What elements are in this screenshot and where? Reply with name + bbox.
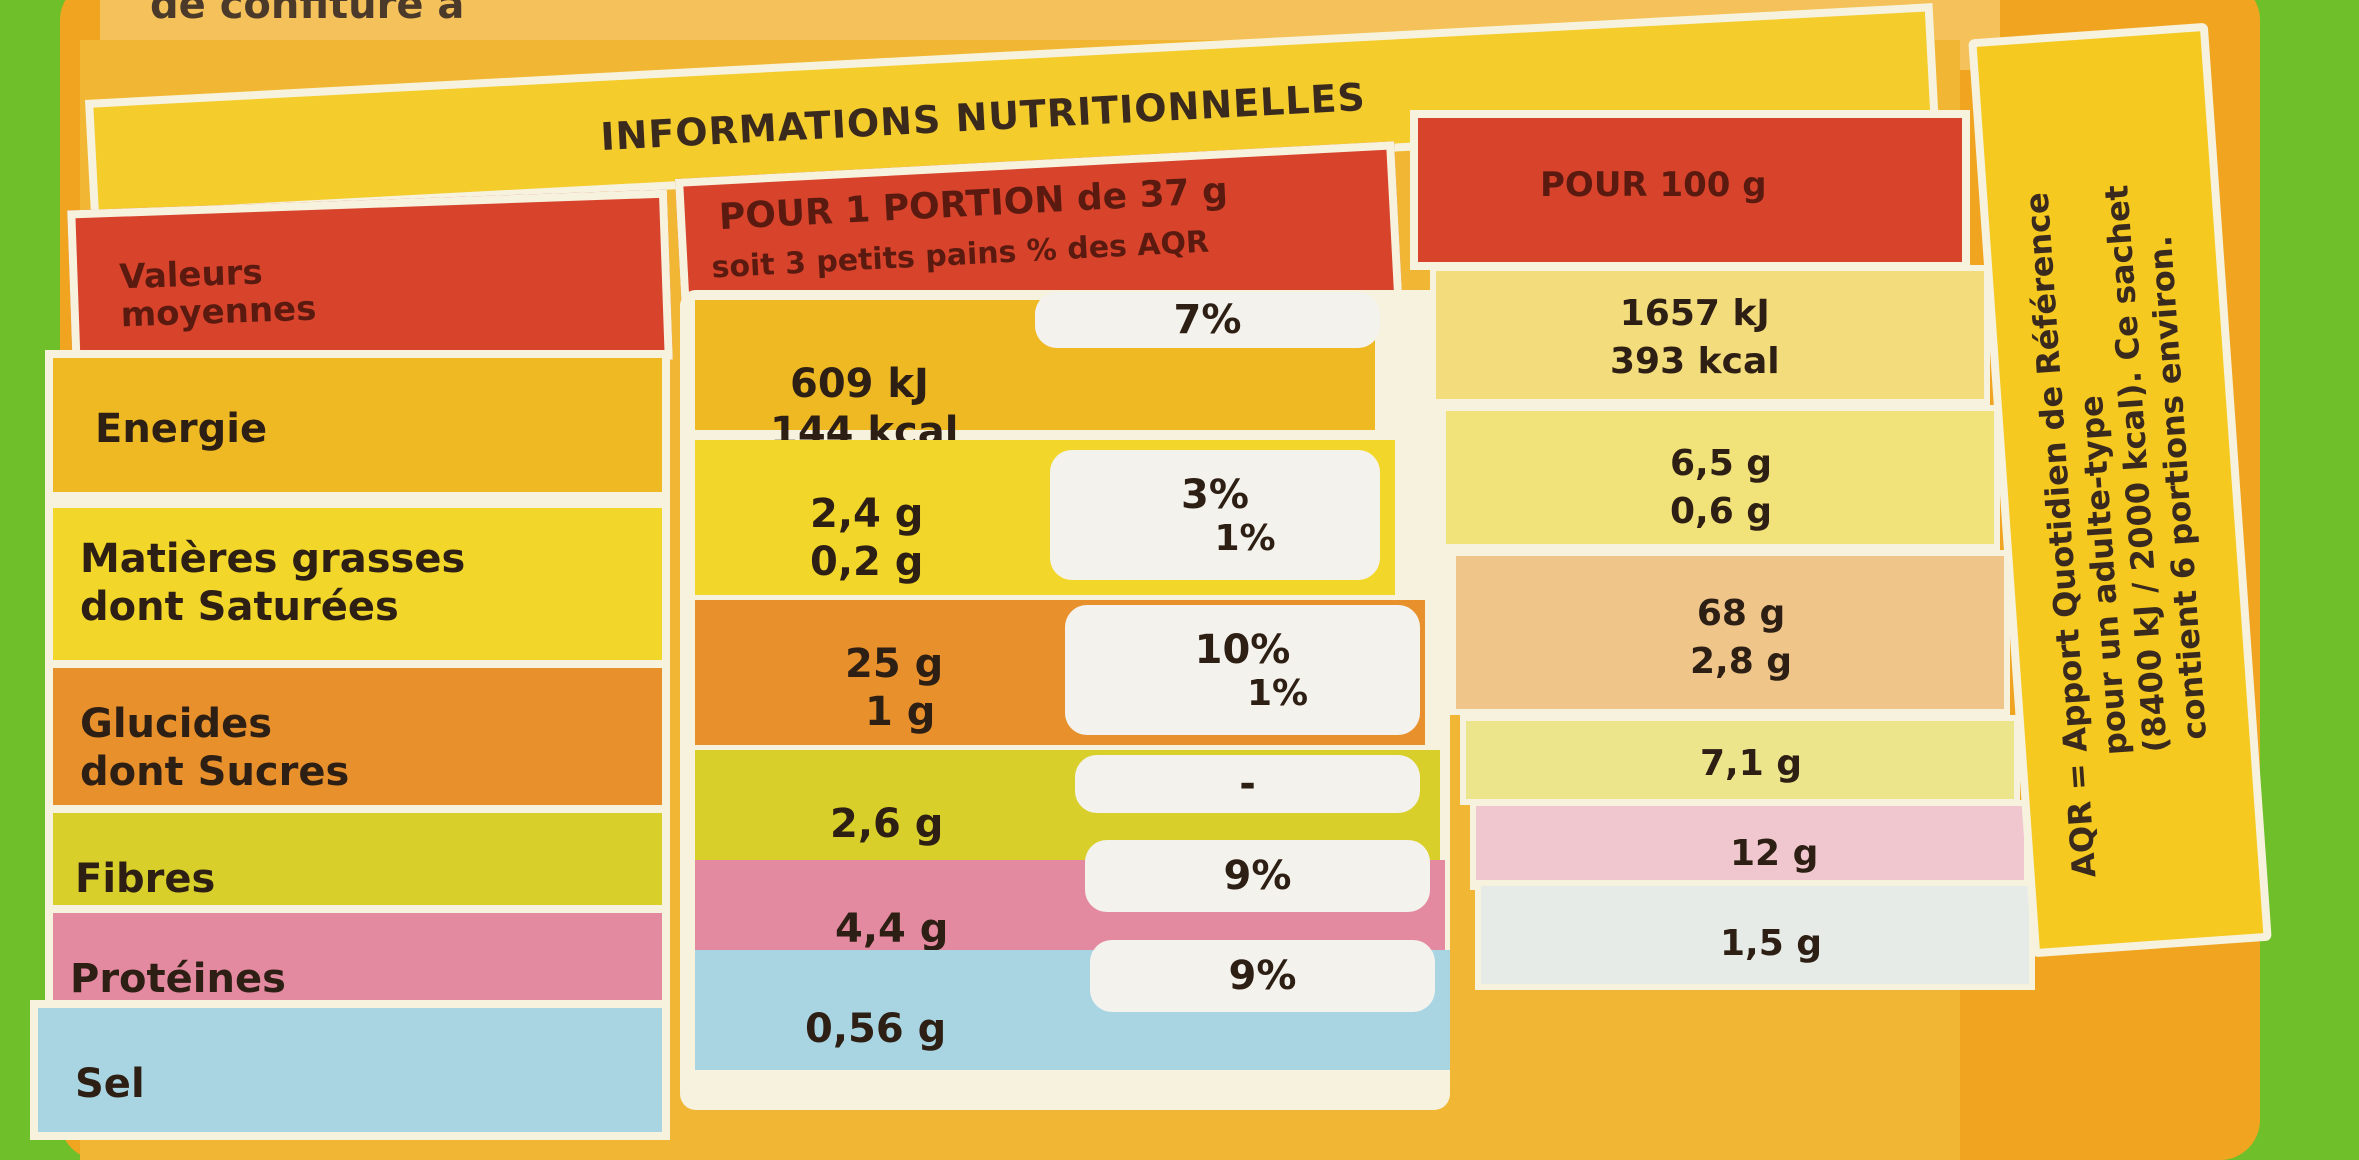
row-carbs-label1: Glucides — [80, 701, 273, 747]
row-fat-label2: dont Saturées — [80, 584, 399, 630]
header-per100: POUR 100 g — [1540, 165, 1767, 205]
row-salt-per100: 1,5 g — [1720, 923, 1823, 964]
row-carbs-portion: 25 g 1 g — [845, 640, 943, 736]
row-fat-label1: Matières grasses — [80, 536, 466, 582]
row-energy-pct: 7% — [1035, 292, 1380, 348]
row-carbs-per100: 68 g 2,8 g — [1690, 590, 1792, 686]
row-salt-label-cell — [30, 1000, 670, 1140]
row-fat-per100: 6,5 g 0,6 g — [1670, 440, 1772, 536]
row-salt-per100-cell — [1475, 880, 2035, 990]
row-carbs-label-cell — [45, 660, 670, 830]
row-energy-label-cell — [45, 350, 670, 500]
row-carbs-pct: 10% 1% — [1065, 605, 1420, 735]
row-fibre-label: Fibres — [75, 856, 216, 902]
row-carbs-per100-1: 68 g — [1696, 593, 1786, 634]
row-energy-per100: 1657 kJ 393 kcal — [1610, 290, 1780, 386]
row-energy-label: Energie — [95, 406, 268, 452]
row-carbs-label2: dont Sucres — [80, 749, 350, 795]
row-carbs-portion1: 25 g — [845, 641, 944, 687]
row-fat-per100-cell — [1440, 405, 2000, 550]
row-fibre-portion: 2,6 g — [830, 801, 944, 847]
side-note: AQR = Apport Quotidien de Référence pour… — [2000, 110, 2240, 950]
row-fat-label: Matières grasses dont Saturées — [80, 535, 465, 631]
row-fat-pct2: 1% — [1214, 517, 1276, 559]
header-label-line2: moyennes — [120, 288, 318, 336]
row-energy-per100-2: 393 kcal — [1610, 341, 1780, 382]
row-protein-portion: 4,4 g — [835, 906, 949, 952]
row-salt-pct: 9% — [1090, 940, 1435, 1012]
row-fibre-per100: 7,1 g — [1700, 743, 1803, 784]
row-carbs-label: Glucides dont Sucres — [80, 700, 349, 796]
row-carbs-portion2: 1 g — [865, 689, 936, 735]
row-carbs-per100-2: 2,8 g — [1690, 641, 1793, 682]
row-salt-portion: 0,56 g — [805, 1006, 947, 1052]
row-carbs-per100-cell — [1450, 550, 2010, 715]
row-fibre-pct: - — [1075, 755, 1420, 813]
row-energy-per100-1: 1657 kJ — [1619, 293, 1770, 334]
header-label: Valeurs moyennes — [119, 252, 317, 335]
row-fat-per100-1: 6,5 g — [1670, 443, 1773, 484]
row-carbs-pct2: 1% — [1246, 672, 1309, 714]
row-energy-portion1: 609 kJ — [790, 361, 929, 407]
row-fat-per100-2: 0,6 g — [1670, 491, 1773, 532]
row-fat-pct1: 3% — [1181, 471, 1249, 518]
row-protein-label: Protéines — [70, 956, 286, 1002]
row-carbs-pct1: 10% — [1194, 626, 1291, 673]
row-fat-pct: 3% 1% — [1050, 450, 1380, 580]
row-salt-label: Sel — [75, 1061, 145, 1107]
row-fat-portion: 2,4 g 0,2 g — [810, 490, 923, 586]
top-text: de confiture à — [150, 0, 465, 28]
row-energy-per100-cell — [1430, 265, 1990, 405]
row-fat-portion1: 2,4 g — [810, 491, 924, 537]
row-fat-portion2: 0,2 g — [810, 539, 924, 585]
row-protein-pct: 9% — [1085, 840, 1430, 912]
row-protein-per100: 12 g — [1730, 833, 1819, 874]
